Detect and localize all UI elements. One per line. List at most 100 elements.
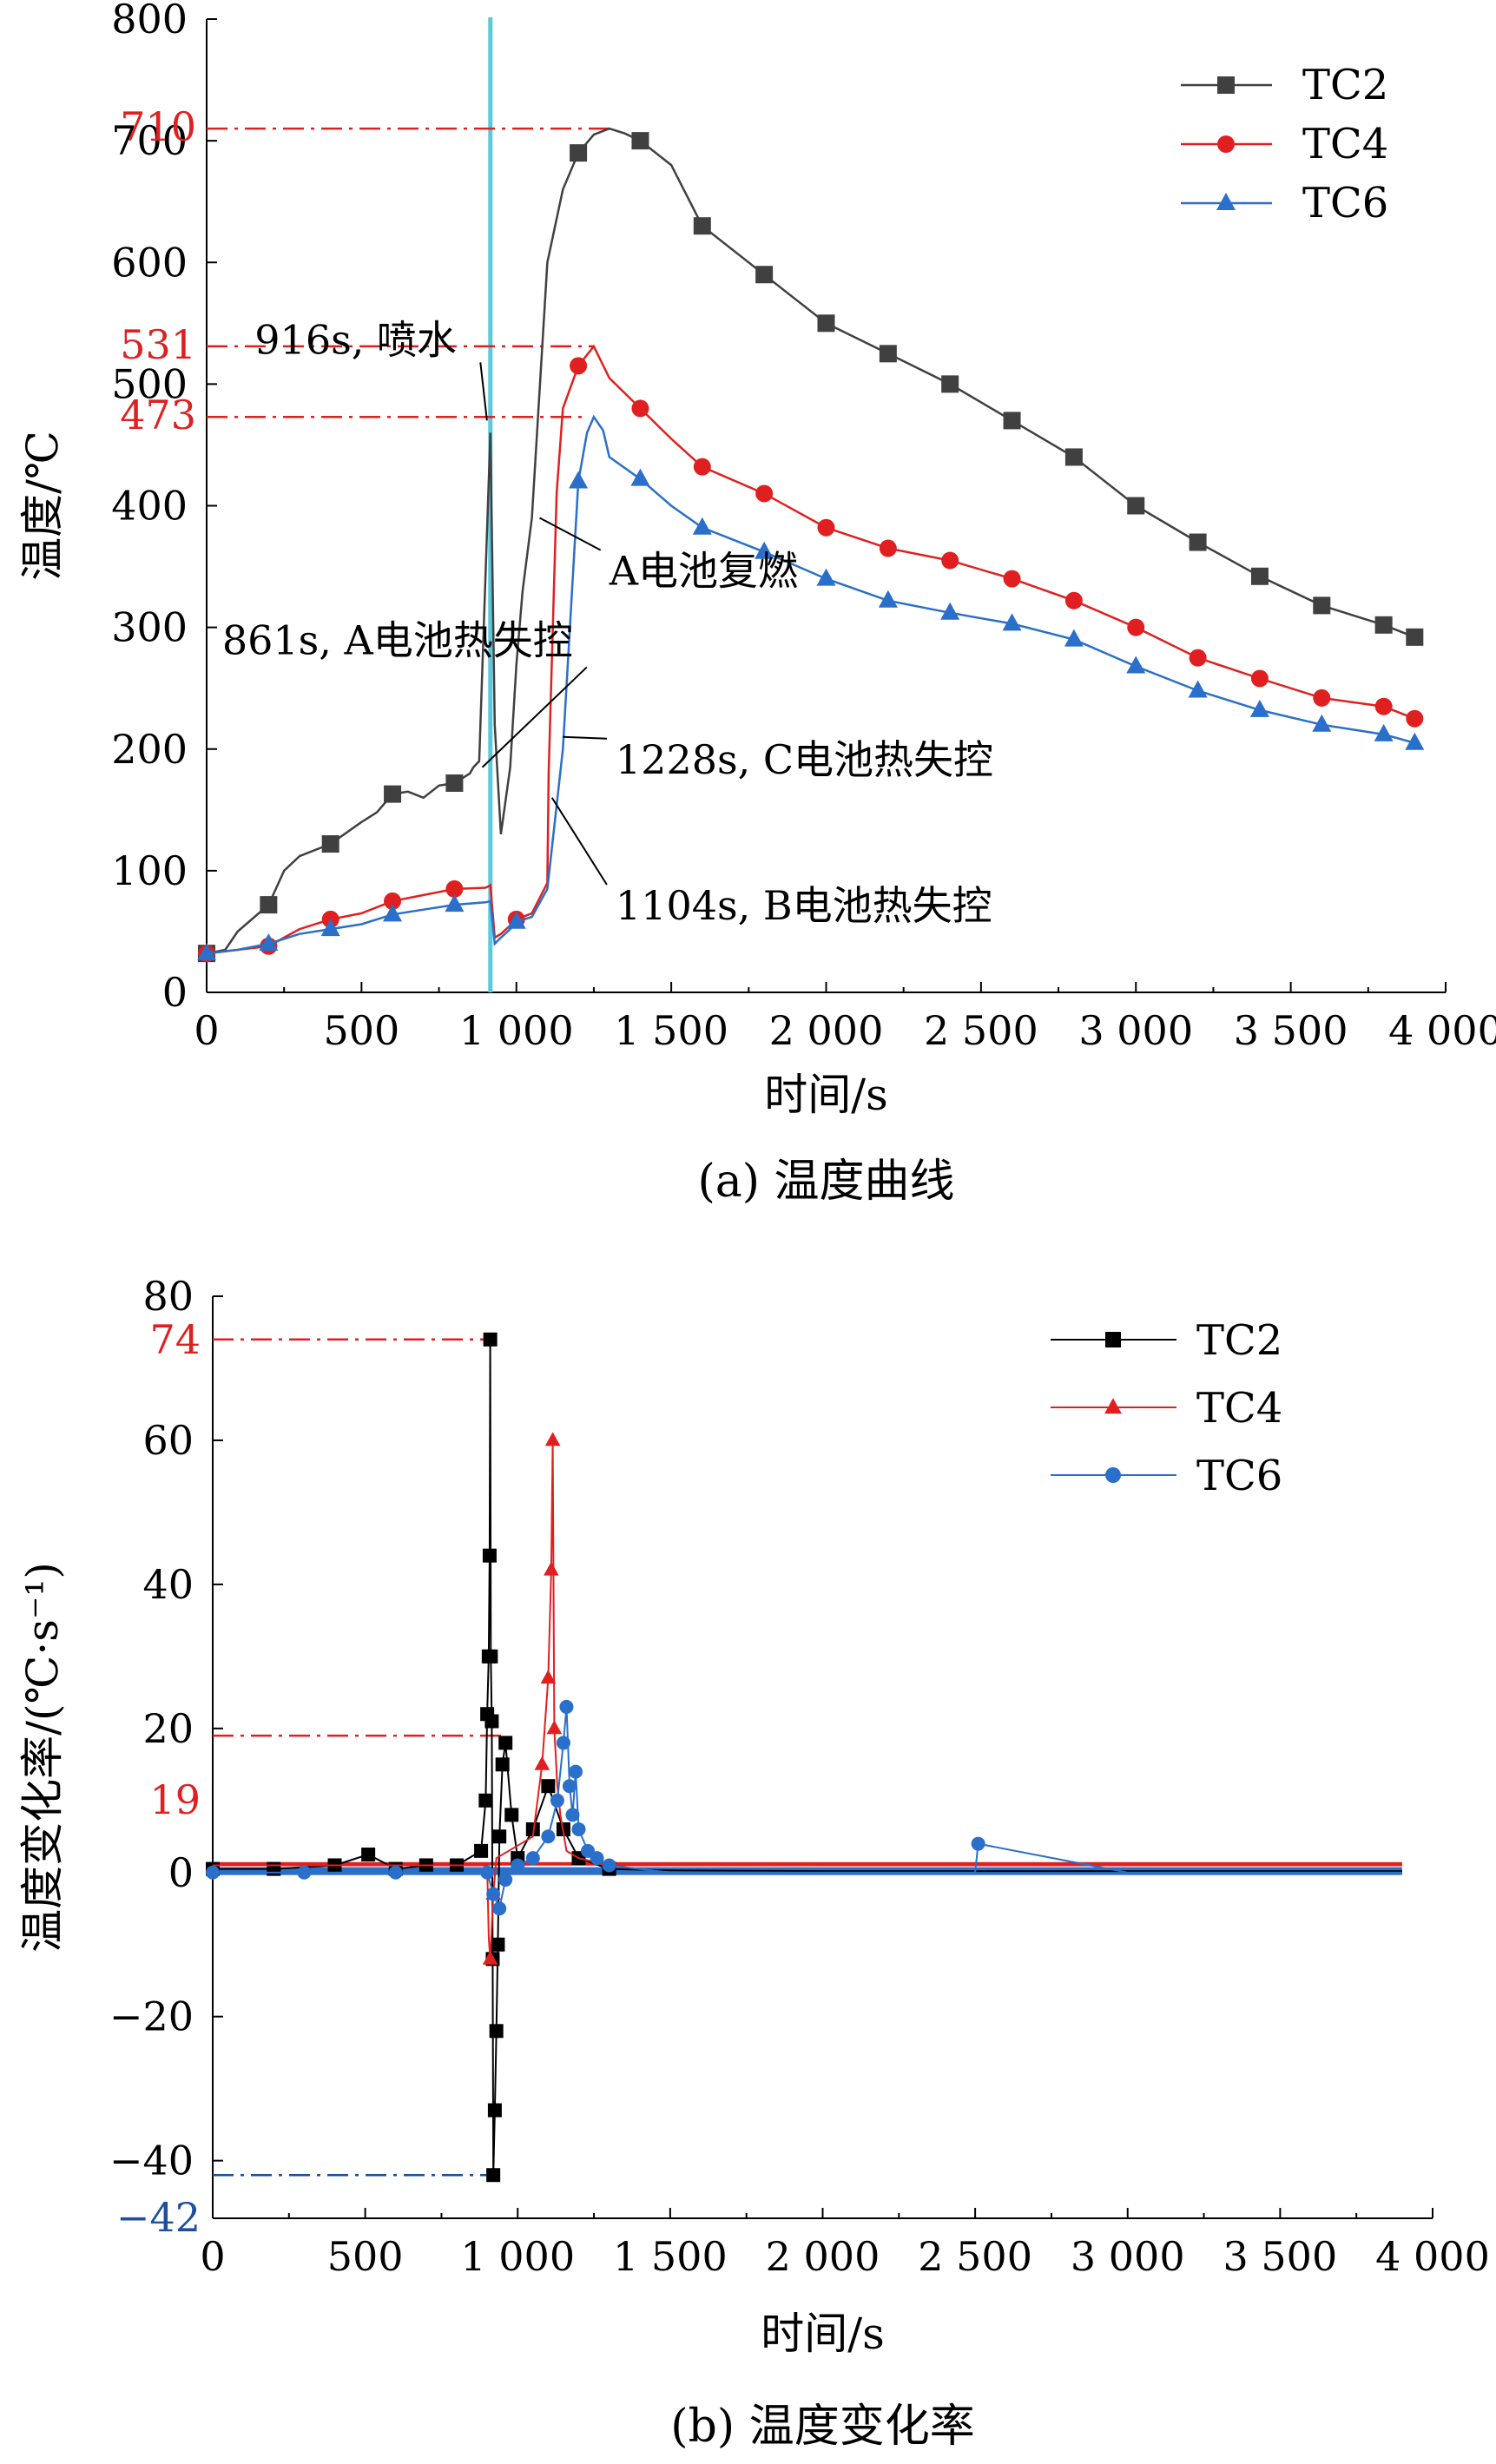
data-point (1064, 448, 1083, 466)
data-point (541, 1779, 556, 1794)
data-point (544, 1561, 559, 1576)
x-tick-label: 1 500 (614, 1007, 728, 1054)
series-line (213, 1706, 1402, 1912)
data-point (1003, 570, 1021, 588)
legend-marker (1217, 135, 1235, 153)
x-tick-label: 3 000 (1071, 2233, 1185, 2280)
y-tick-label: −20 (109, 1993, 194, 2040)
data-point (569, 471, 589, 489)
y-tick-label: 400 (111, 483, 188, 530)
reference-value-label: −42 (116, 2194, 201, 2241)
x-tick-label: 4 000 (1388, 1007, 1496, 1054)
legend-label: TC2 (1302, 61, 1388, 109)
data-point (817, 314, 835, 333)
y-tick-label: 60 (142, 1417, 194, 1464)
y-tick-label: 800 (111, 0, 188, 43)
data-point (755, 266, 774, 284)
data-point (388, 1865, 403, 1880)
data-point (692, 517, 712, 535)
data-point (556, 1736, 570, 1750)
data-point (971, 1836, 985, 1851)
annotation-text: 916s, 喷水 (254, 316, 457, 363)
data-point (1374, 697, 1393, 715)
series-tc2 (198, 127, 1424, 963)
data-point (383, 904, 403, 922)
annotation-leader (550, 797, 608, 886)
data-point (445, 774, 464, 792)
data-point (1189, 533, 1207, 551)
data-point (879, 539, 897, 557)
legend-label: TC6 (1302, 179, 1388, 227)
data-point (482, 1950, 498, 1965)
data-point (206, 1865, 220, 1880)
data-point (602, 1858, 616, 1873)
data-point (474, 1843, 489, 1858)
annotation-text: 861s, A电池热失控 (222, 616, 573, 663)
chart-axes: 0 500 1 000 1 500 2 000 2 500 3 000 3 500 4 000 −… (109, 1273, 1490, 2280)
data-point (498, 1873, 513, 1888)
y-tick-label: 600 (111, 239, 188, 286)
data-point (506, 911, 526, 929)
series-line (213, 1440, 1402, 1960)
legend-marker (1216, 193, 1236, 210)
x-tick-label: 0 (194, 1007, 219, 1054)
x-tick-label: 2 500 (918, 2233, 1032, 2280)
data-point (1002, 613, 1022, 631)
data-point (297, 1865, 312, 1880)
data-point (562, 1779, 577, 1794)
data-point (484, 1714, 499, 1729)
data-point (570, 144, 588, 162)
annotation-leader (539, 517, 602, 551)
data-point (1374, 723, 1394, 741)
reference-value-label: 710 (120, 103, 196, 150)
data-point (491, 1937, 505, 1952)
legend: TC2 TC4 TC6 (1181, 61, 1388, 227)
legend-label: TC6 (1196, 1452, 1282, 1500)
x-tick-label: 2 500 (924, 1007, 1038, 1054)
data-point (1126, 656, 1146, 674)
data-point (1249, 699, 1269, 717)
y-tick-label: 20 (142, 1705, 194, 1752)
data-point (879, 345, 897, 363)
data-point (480, 1865, 495, 1880)
data-point (492, 1829, 507, 1844)
data-point (498, 1736, 513, 1750)
x-tick-label: 1 000 (460, 2233, 575, 2280)
chart-caption: (b) 温度变化率 (670, 2401, 974, 2453)
legend-label: TC2 (1196, 1316, 1282, 1365)
y-tick-label: −40 (109, 2138, 194, 2184)
data-point (486, 1887, 501, 1901)
annotation-text: 1228s, C电池热失控 (616, 736, 993, 783)
data-point (693, 217, 711, 235)
x-axis-title: 时间/s (761, 2309, 885, 2359)
data-point (631, 399, 649, 418)
series-line (206, 127, 1415, 955)
data-point (1312, 714, 1332, 732)
chart-axes: 0 500 1 000 1 500 2 000 2 500 3 000 3 500 4 000 0… (111, 0, 1496, 1054)
data-point (755, 541, 774, 559)
series-line (206, 414, 1415, 955)
data-point (197, 943, 216, 961)
legend-marker (1217, 76, 1235, 94)
series-line (206, 344, 1415, 955)
data-point (484, 1649, 498, 1664)
data-point (384, 892, 402, 910)
y-tick-label: 0 (162, 969, 188, 1016)
x-tick-label: 3 500 (1234, 1007, 1348, 1054)
y-tick-label: 80 (142, 1273, 194, 1320)
data-point (321, 835, 339, 853)
data-point (1250, 669, 1269, 688)
legend-label: TC4 (1196, 1384, 1282, 1433)
y-tick-label: 200 (111, 726, 188, 773)
series-tc6 (197, 414, 1425, 961)
x-tick-label: 4 000 (1375, 2233, 1490, 2280)
y-tick-label: 0 (168, 1849, 194, 1896)
chart-caption: (a) 温度曲线 (697, 1156, 954, 1208)
data-point (540, 1670, 557, 1684)
data-point (590, 1851, 604, 1866)
y-tick-label: 100 (111, 847, 188, 894)
y-axis-title: 温度/℃ (17, 431, 68, 581)
data-point (940, 602, 960, 620)
data-point (259, 932, 279, 951)
data-point (489, 2024, 504, 2039)
